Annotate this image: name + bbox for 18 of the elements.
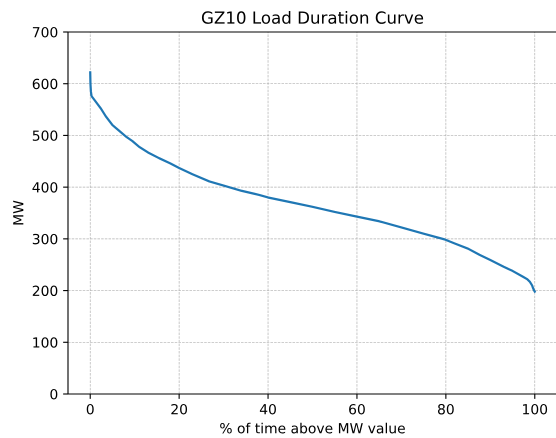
x-tick-label: 60 <box>349 404 365 414</box>
y-tick-label: 400 <box>32 182 58 193</box>
x-axis-title: % of time above MW value <box>220 422 405 434</box>
line-series <box>89 71 536 293</box>
y-tick-label: 200 <box>32 286 58 296</box>
y-tick-label: 300 <box>32 234 58 244</box>
x-tick-label: 0 <box>86 404 94 414</box>
x-tick-label: 20 <box>171 404 188 414</box>
y-tick-label: 700 <box>32 26 58 38</box>
y-tick-label: 100 <box>33 337 58 348</box>
y-tick-label: 600 <box>32 78 58 90</box>
y-axis-title: MW <box>13 200 24 224</box>
chart-title: GZ10 Load Duration Curve <box>202 11 424 24</box>
y-tick-label: 500 <box>32 130 58 141</box>
x-tick-label: 40 <box>260 404 276 414</box>
x-tick-label: 100 <box>523 404 548 414</box>
y-tick-label: 0 <box>50 388 58 400</box>
x-tick-label: 80 <box>438 404 454 414</box>
